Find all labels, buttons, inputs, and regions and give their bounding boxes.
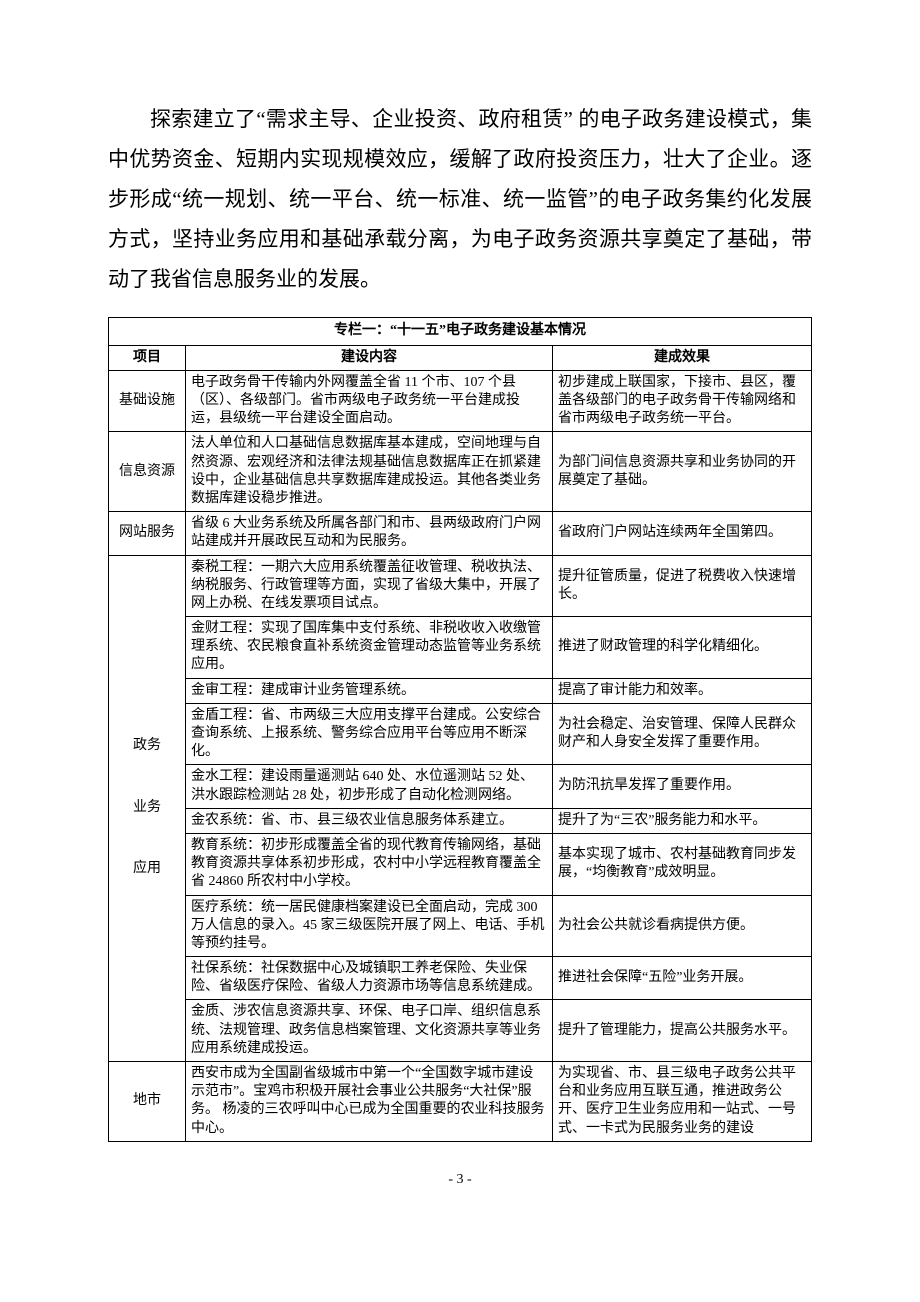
body-paragraph: 探索建立了“需求主导、企业投资、政府租赁” 的电子政务建设模式，集中优势资金、短… [108, 100, 812, 299]
cell-content: 教育系统：初步形成覆盖全省的现代教育传输网络，基础教育资源共享体系初步形成，农村… [186, 833, 553, 895]
cell-content: 秦税工程：一期六大应用系统覆盖征收管理、税收执法、纳税服务、行政管理等方面，实现… [186, 555, 553, 617]
cell-effect: 提高了审计能力和效率。 [553, 678, 812, 703]
header-content: 建设内容 [186, 345, 553, 370]
cell-effect: 初步建成上联国家，下接市、县区，覆盖各级部门的电子政务骨干传输网络和省市两级电子… [553, 370, 812, 432]
table-row: 信息资源 法人单位和人口基础信息数据库基本建成，空间地理与自然资源、宏观经济和法… [109, 432, 812, 512]
page-number: - 3 - [108, 1172, 812, 1188]
cell-content: 医疗系统：统一居民健康档案建设已全面启动，完成 300 万人信息的录入。45 家… [186, 895, 553, 957]
table-title: 专栏一：“十一五”电子政务建设基本情况 [109, 318, 812, 345]
cell-effect: 省政府门户网站连续两年全国第四。 [553, 512, 812, 555]
cell-content: 社保系统：社保数据中心及城镇职工养老保险、失业保险、省级医疗保险、省级人力资源市… [186, 957, 553, 1000]
cell-content: 金质、涉农信息资源共享、环保、电子口岸、组织信息系统、法规管理、政务信息档案管理… [186, 1000, 553, 1062]
cell-item: 基础设施 [109, 370, 186, 432]
cell-content: 省级 6 大业务系统及所属各部门和市、县两级政府门户网站建成并开展政民互动和为民… [186, 512, 553, 555]
table-row: 金水工程：建设雨量遥测站 640 处、水位遥测站 52 处、洪水跟踪检测站 28… [109, 765, 812, 808]
header-effect: 建成效果 [553, 345, 812, 370]
cell-effect: 提升征管质量，促进了税费收入快速增长。 [553, 555, 812, 617]
table-row: 教育系统：初步形成覆盖全省的现代教育传输网络，基础教育资源共享体系初步形成，农村… [109, 833, 812, 895]
table-row: 金审工程：建成审计业务管理系统。 提高了审计能力和效率。 [109, 678, 812, 703]
cell-content: 西安市成为全国副省级城市中第一个“全国数字城市建设示范市”。宝鸡市积极开展社会事… [186, 1062, 553, 1142]
cell-content: 电子政务骨干传输内外网覆盖全省 11 个市、107 个县（区）、各级部门。省市两… [186, 370, 553, 432]
table-row: 金财工程：实现了国库集中支付系统、非税收收入收缴管理系统、农民粮食直补系统资金管… [109, 617, 812, 679]
page-container: 探索建立了“需求主导、企业投资、政府租赁” 的电子政务建设模式，集中优势资金、短… [0, 0, 920, 1248]
cell-effect: 为防汛抗旱发挥了重要作用。 [553, 765, 812, 808]
cell-content: 金盾工程：省、市两级三大应用支撑平台建成。公安综合查询系统、上报系统、警务综合应… [186, 703, 553, 765]
table-header-row: 项目 建设内容 建成效果 [109, 345, 812, 370]
table-row: 地市 西安市成为全国副省级城市中第一个“全国数字城市建设示范市”。宝鸡市积极开展… [109, 1062, 812, 1142]
cell-effect: 为社会稳定、治安管理、保障人民群众财产和人身安全发挥了重要作用。 [553, 703, 812, 765]
cell-content: 金审工程：建成审计业务管理系统。 [186, 678, 553, 703]
cell-effect: 提升了为“三农”服务能力和水平。 [553, 808, 812, 833]
table-row: 金盾工程：省、市两级三大应用支撑平台建成。公安综合查询系统、上报系统、警务综合应… [109, 703, 812, 765]
table-row: 社保系统：社保数据中心及城镇职工养老保险、失业保险、省级医疗保险、省级人力资源市… [109, 957, 812, 1000]
header-item: 项目 [109, 345, 186, 370]
cell-effect: 推进社会保障“五险”业务开展。 [553, 957, 812, 1000]
table-row: 网站服务 省级 6 大业务系统及所属各部门和市、县两级政府门户网站建成并开展政民… [109, 512, 812, 555]
cell-item-merged: 政务 业务 应用 [109, 555, 186, 1062]
cell-item: 信息资源 [109, 432, 186, 512]
main-table: 专栏一：“十一五”电子政务建设基本情况 项目 建设内容 建成效果 基础设施 电子… [108, 317, 812, 1141]
cell-content: 金农系统：省、市、县三级农业信息服务体系建立。 [186, 808, 553, 833]
cell-effect: 提升了管理能力，提高公共服务水平。 [553, 1000, 812, 1062]
table-row: 基础设施 电子政务骨干传输内外网覆盖全省 11 个市、107 个县（区）、各级部… [109, 370, 812, 432]
cell-item: 地市 [109, 1062, 186, 1142]
cell-content: 法人单位和人口基础信息数据库基本建成，空间地理与自然资源、宏观经济和法律法规基础… [186, 432, 553, 512]
table-row: 医疗系统：统一居民健康档案建设已全面启动，完成 300 万人信息的录入。45 家… [109, 895, 812, 957]
cell-content: 金水工程：建设雨量遥测站 640 处、水位遥测站 52 处、洪水跟踪检测站 28… [186, 765, 553, 808]
cell-effect: 为实现省、市、县三级电子政务公共平台和业务应用互联互通，推进政务公开、医疗卫生业… [553, 1062, 812, 1142]
cell-effect: 基本实现了城市、农村基础教育同步发展，“均衡教育”成效明显。 [553, 833, 812, 895]
cell-content: 金财工程：实现了国库集中支付系统、非税收收入收缴管理系统、农民粮食直补系统资金管… [186, 617, 553, 679]
cell-item: 网站服务 [109, 512, 186, 555]
table-row: 金农系统：省、市、县三级农业信息服务体系建立。 提升了为“三农”服务能力和水平。 [109, 808, 812, 833]
cell-effect: 为社会公共就诊看病提供方便。 [553, 895, 812, 957]
cell-effect: 为部门间信息资源共享和业务协同的开展奠定了基础。 [553, 432, 812, 512]
table-row: 政务 业务 应用 秦税工程：一期六大应用系统覆盖征收管理、税收执法、纳税服务、行… [109, 555, 812, 617]
cell-effect: 推进了财政管理的科学化精细化。 [553, 617, 812, 679]
table-row: 金质、涉农信息资源共享、环保、电子口岸、组织信息系统、法规管理、政务信息档案管理… [109, 1000, 812, 1062]
